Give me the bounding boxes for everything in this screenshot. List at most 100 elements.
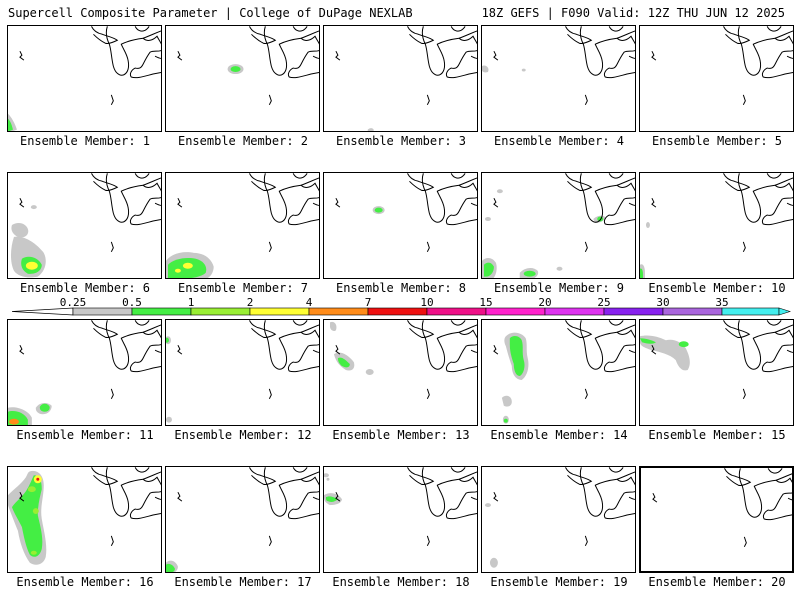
coastline-path — [565, 173, 593, 191]
coastline-path — [584, 388, 588, 400]
scp-contour-orange — [8, 418, 19, 425]
map-svg-16 — [8, 467, 161, 565]
scp-contour-green — [11, 475, 43, 557]
map-svg-20 — [652, 468, 792, 548]
colorbar-swatch — [249, 307, 310, 316]
map-svg-13 — [329, 320, 477, 400]
ensemble-member-label: Ensemble Member: 1 — [19, 134, 151, 148]
colorbar-swatch — [308, 307, 369, 316]
coastline-path — [292, 320, 308, 326]
coastline-path — [470, 55, 477, 59]
map-panel-4 — [481, 25, 636, 132]
coastline-path — [651, 197, 657, 208]
coastline-path — [565, 467, 593, 485]
map-panel-7 — [165, 172, 320, 279]
ensemble-member-label: Ensemble Member: 12 — [174, 428, 312, 442]
map-svg-4 — [482, 26, 635, 106]
coastline-path — [134, 173, 150, 179]
coastline-path — [421, 173, 477, 226]
scp-contour-green — [503, 418, 508, 423]
scp-contour-lime — [30, 550, 37, 555]
colorbar-tick-label: 35 — [715, 296, 728, 309]
coastline-path — [616, 177, 635, 186]
coastline-path — [105, 320, 161, 373]
map-panel-1 — [7, 25, 162, 132]
scp-contour-gray — [30, 205, 37, 210]
scp-contour-green — [374, 207, 383, 213]
coastline-path — [263, 173, 319, 226]
ensemble-member-label: Ensemble Member: 16 — [16, 575, 154, 589]
coastline-path — [154, 202, 161, 206]
scp-contour-gray — [496, 189, 503, 194]
coastline-path — [579, 26, 635, 79]
coastline-path — [450, 173, 466, 179]
coastline-path — [407, 26, 435, 44]
coastline-path — [775, 473, 792, 481]
scp-contour-gray — [489, 557, 498, 568]
coastline-path — [493, 344, 499, 355]
map-panel-9 — [481, 172, 636, 279]
map-panel-13 — [323, 319, 478, 426]
coastline-path — [628, 202, 635, 206]
coastline-path — [249, 26, 277, 44]
coastline-path — [628, 349, 635, 353]
coastline-path — [608, 320, 624, 326]
coastline-path — [19, 50, 25, 61]
coastline-path — [292, 173, 308, 179]
coastline-path — [774, 177, 793, 186]
scp-contour-green — [230, 66, 241, 73]
coastline-path — [19, 491, 25, 502]
coastline-path — [737, 26, 793, 79]
scp-contour-gray — [166, 416, 172, 423]
coastline-path — [458, 30, 477, 39]
ensemble-member-label: Ensemble Member: 17 — [174, 575, 312, 589]
map-svg-8 — [335, 173, 477, 253]
coastline-path — [134, 26, 150, 32]
map-panel-2 — [165, 25, 320, 132]
coastline-path — [738, 468, 792, 521]
coastline-path — [742, 388, 746, 400]
run-valid-time: 18Z GEFS | F090 Valid: 12Z THU JUN 12 20… — [481, 6, 785, 20]
coastline-path — [249, 173, 277, 191]
map-panel-19 — [481, 466, 636, 573]
scp-contour-green — [166, 337, 169, 343]
map-svg-15 — [640, 320, 793, 400]
map-svg-1 — [8, 26, 161, 131]
colorbar-tick-label: 4 — [306, 296, 313, 309]
coastline-path — [335, 50, 341, 61]
ensemble-member-label: Ensemble Member: 13 — [332, 428, 470, 442]
coastline-path — [110, 94, 114, 106]
colorbar-swatch — [603, 307, 664, 316]
coastline-path — [766, 173, 782, 179]
coastline-path — [154, 496, 161, 500]
colorbar-swatch — [72, 307, 133, 316]
coastline-path — [407, 467, 435, 485]
coastline-path — [724, 468, 752, 486]
ensemble-member-label: Ensemble Member: 7 — [177, 281, 309, 295]
colorbar-tick-label: 15 — [479, 296, 492, 309]
scp-contour-yellow — [25, 261, 38, 270]
coastline-path — [787, 497, 792, 501]
ensemble-member-label: Ensemble Member: 19 — [490, 575, 628, 589]
coastline-path — [91, 26, 119, 44]
coastline-path — [579, 467, 635, 520]
map-svg-18 — [324, 467, 477, 547]
scp-contour-red — [36, 477, 40, 481]
coastline-path — [608, 467, 624, 473]
scp-contour-gray — [329, 321, 337, 332]
map-title: Supercell Composite Parameter | College … — [8, 6, 413, 20]
ensemble-member-label: Ensemble Member: 18 — [332, 575, 470, 589]
scp-contour-gray — [365, 369, 374, 375]
coastline-path — [134, 320, 150, 326]
map-panel-18 — [323, 466, 478, 573]
coastline-path — [652, 492, 658, 503]
coastline-path — [565, 320, 593, 338]
ensemble-member-label: Ensemble Member: 4 — [493, 134, 625, 148]
scp-contour-yellow — [174, 268, 181, 273]
coastline-path — [312, 202, 319, 206]
coastline-path — [774, 30, 793, 39]
coastline-path — [312, 349, 319, 353]
coastline-path — [335, 197, 341, 208]
coastline-path — [407, 320, 435, 338]
coastline-path — [263, 320, 319, 373]
